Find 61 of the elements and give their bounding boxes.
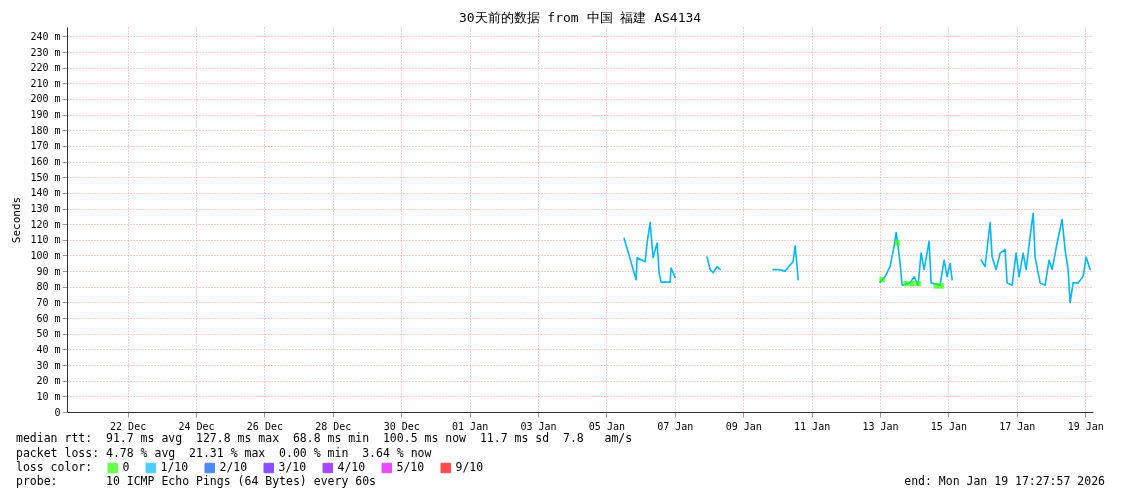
x-tick-label: 05 Jan (588, 420, 625, 432)
text: median rtt: 91.7 ms avg 127.8 ms max 68.8 ms min 100.5 ms now 11.7 ms sd 7.8 am/s (16, 431, 633, 445)
chart-title: 30天前的数据 from 中国 福建 AS4134 (458, 10, 702, 25)
legend-label: 0 (122, 460, 130, 474)
y-tick-label: 0 (54, 406, 61, 418)
legend-title: loss color: (16, 460, 93, 474)
y-tick-label: 160 m (30, 156, 61, 168)
y-tick-label: 10 m (36, 390, 61, 402)
y-tick-label: 110 m (30, 234, 61, 246)
x-tick-label: 07 Jan (657, 420, 694, 432)
legend-label: 4/10 (337, 460, 366, 474)
y-tick-label: 120 m (30, 218, 61, 230)
y-tick-label: 170 m (30, 140, 61, 152)
text: end: Mon Jan 19 17:27:57 2026 (904, 474, 1105, 488)
y-tick-label: 240 m (30, 30, 61, 42)
x-tick-label: 15 Jan (930, 420, 967, 432)
text: packet loss: 4.78 % avg 21.31 % max 0.00 % min 3.64 % now (16, 446, 432, 460)
point (903, 280, 909, 287)
point (894, 240, 900, 246)
point (909, 280, 915, 287)
y-tick-label: 220 m (30, 62, 61, 74)
y-tick-label: 90 m (36, 265, 61, 277)
y-tick-label: 80 m (36, 281, 61, 293)
legend-label: 3/10 (278, 460, 307, 474)
text: probe: 10 ICMP Echo Pings (64 Bytes) every 60s (16, 474, 377, 488)
y-tick-label: 60 m (36, 312, 61, 324)
y-axis-title: Seconds (10, 196, 24, 244)
x-tick-label: 24 Dec (178, 420, 215, 432)
y-tick-label: 230 m (30, 46, 61, 58)
y-tick-label: 190 m (30, 109, 61, 121)
point (915, 280, 921, 287)
point (933, 283, 939, 289)
x-tick-label: 30 Dec (383, 420, 420, 432)
x-tick-label: 09 Jan (725, 420, 762, 432)
y-tick-label: 20 m (36, 375, 61, 387)
y-tick-label: 70 m (36, 296, 61, 308)
legend-label: 9/10 (455, 460, 484, 474)
y-tick-label: 150 m (30, 171, 61, 183)
y-tick-label: 50 m (36, 328, 61, 340)
y-tick-label: 210 m (30, 77, 61, 89)
legend-label: 2/10 (219, 460, 248, 474)
y-tick-label: 180 m (30, 124, 61, 136)
y-tick-label: 40 m (36, 343, 61, 355)
x-tick-label: 11 Jan (794, 420, 831, 432)
x-tick-label: 22 Dec (110, 420, 147, 432)
x-tick-label: 03 Jan (520, 420, 557, 432)
y-tick-label: 130 m (30, 203, 61, 215)
x-tick-label: 17 Jan (999, 420, 1036, 432)
x-tick-label: 26 Dec (246, 420, 283, 432)
y-tick-label: 200 m (30, 93, 61, 105)
x-tick-label: 01 Jan (452, 420, 489, 432)
legend-label: 5/10 (396, 460, 425, 474)
y-tick-label: 100 m (30, 250, 61, 261)
x-tick-label: 28 Dec (315, 420, 352, 432)
x-tick-label: 19 Jan (1067, 420, 1104, 432)
point (938, 283, 944, 289)
legend-label: 1/10 (160, 460, 189, 474)
y-tick-label: 30 m (36, 359, 61, 371)
point (879, 277, 885, 283)
x-tick-label: 13 Jan (862, 420, 899, 432)
y-tick-label: 140 m (30, 187, 61, 199)
